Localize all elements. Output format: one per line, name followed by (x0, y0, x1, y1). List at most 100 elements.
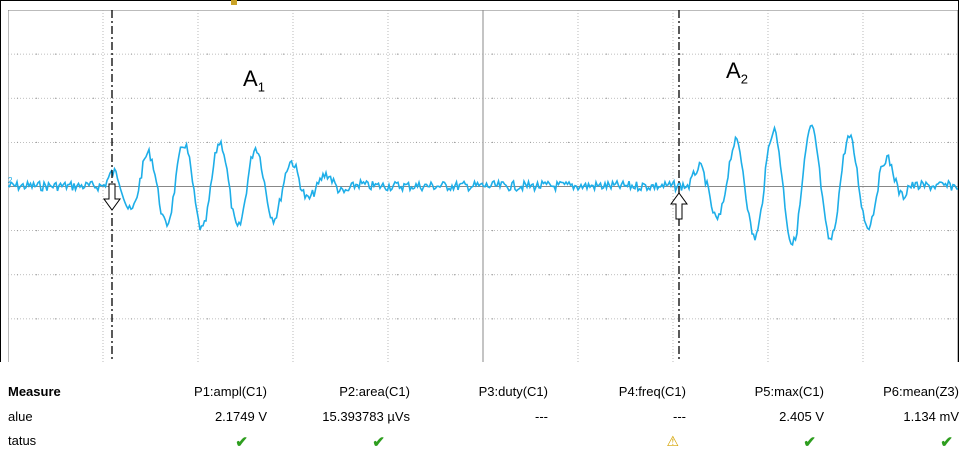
grid-dot (16, 274, 19, 276)
status-ok-icon: ✔ (372, 434, 385, 451)
grid-dot (776, 318, 779, 320)
grid-dot (928, 318, 931, 320)
grid-dot (263, 141, 266, 143)
grid-dot (73, 230, 76, 232)
grid-dot (681, 97, 684, 99)
grid-dot (415, 274, 418, 276)
grid-dot (282, 97, 285, 99)
grid-dot (54, 230, 57, 232)
grid-dot (168, 274, 171, 276)
grid-dot (529, 274, 532, 276)
cursor-1-arrow-down-icon[interactable] (103, 183, 121, 211)
param-header-p3[interactable]: P3:duty(C1) (478, 384, 548, 399)
grid-dot (890, 53, 893, 55)
grid-dot (700, 274, 703, 276)
grid-dot (282, 318, 285, 320)
grid-dot (871, 230, 874, 232)
grid-dot (776, 97, 779, 99)
param-header-p1[interactable]: P1:ampl(C1) (194, 384, 267, 399)
grid-dot (624, 318, 627, 320)
grid-dot (225, 274, 228, 276)
grid-dot (624, 53, 627, 55)
grid-dot (510, 97, 513, 99)
grid-dot (548, 274, 551, 276)
param-header-p6[interactable]: P6:mean(Z3) (883, 384, 959, 399)
grid-dot (605, 274, 608, 276)
grid-dot (510, 318, 513, 320)
grid-dot (16, 230, 19, 232)
grid-dot (244, 274, 247, 276)
grid-dot (681, 318, 684, 320)
grid-dot (624, 274, 627, 276)
param-header-p2[interactable]: P2:area(C1) (339, 384, 410, 399)
grid-dot (434, 274, 437, 276)
grid-dot (434, 230, 437, 232)
grid-dot (453, 230, 456, 232)
grid-dot (453, 318, 456, 320)
grid-dot (548, 53, 551, 55)
channel-marker-icon: 2 (8, 176, 13, 185)
grid-dot (947, 141, 950, 143)
grid-dot (168, 97, 171, 99)
grid-dot (415, 230, 418, 232)
grid-dot (206, 97, 209, 99)
grid-dot (510, 274, 513, 276)
grid-dot (909, 141, 912, 143)
grid-dot (320, 274, 323, 276)
grid-dot (890, 318, 893, 320)
grid-dot (339, 97, 342, 99)
param-header-p5[interactable]: P5:max(C1) (754, 384, 824, 399)
grid-dot (339, 53, 342, 55)
grid-dot (814, 274, 817, 276)
waveform-label-a1: A1 (243, 66, 265, 95)
grid-dot (130, 141, 133, 143)
grid-dot (567, 141, 570, 143)
grid-dot (700, 230, 703, 232)
grid-dot (567, 97, 570, 99)
grid-dot (206, 141, 209, 143)
grid-dot (73, 274, 76, 276)
param-value-p3: --- (535, 409, 548, 424)
grid-dot (833, 274, 836, 276)
grid-dot (795, 97, 798, 99)
cursor-2-arrow-up-icon[interactable] (670, 192, 688, 220)
grid-dot (928, 97, 931, 99)
grid-dot (757, 318, 760, 320)
grid-dot (795, 274, 798, 276)
grid-dot (377, 53, 380, 55)
grid-dot (149, 97, 152, 99)
grid-dot (92, 97, 95, 99)
waveform-display[interactable]: 2 (8, 10, 958, 363)
grid-dot (415, 97, 418, 99)
grid-dot (757, 97, 760, 99)
param-value-p1: 2.1749 V (214, 409, 267, 424)
grid-dot (54, 53, 57, 55)
grid-dot (472, 230, 475, 232)
grid-dot (339, 274, 342, 276)
status-ok-icon: ✔ (235, 434, 248, 451)
grid-dot (776, 53, 779, 55)
grid-dot (586, 274, 589, 276)
measure-status-row: tatus ✔ ✔ ⚠ ✔ ✔ (0, 433, 961, 455)
grid-dot (396, 97, 399, 99)
grid-dot (358, 274, 361, 276)
grid-dot (168, 141, 171, 143)
param-header-p4[interactable]: P4:freq(C1) (618, 384, 686, 399)
measurement-table: Measure P1:ampl(C1) P2:area(C1) P3:duty(… (0, 362, 961, 463)
grid-dot (206, 274, 209, 276)
grid-dot (643, 97, 646, 99)
grid-dot (320, 318, 323, 320)
status-ok-icon: ✔ (940, 434, 953, 451)
grid-dot (909, 53, 912, 55)
grid-dot (130, 53, 133, 55)
grid-dot (719, 274, 722, 276)
grid-dot (833, 318, 836, 320)
grid-dot (491, 230, 494, 232)
grid-dot (529, 53, 532, 55)
grid-dot (301, 230, 304, 232)
grid-dot (510, 141, 513, 143)
grid-dot (529, 318, 532, 320)
grid-dot (282, 53, 285, 55)
grid-dot (624, 141, 627, 143)
grid-dot (453, 141, 456, 143)
